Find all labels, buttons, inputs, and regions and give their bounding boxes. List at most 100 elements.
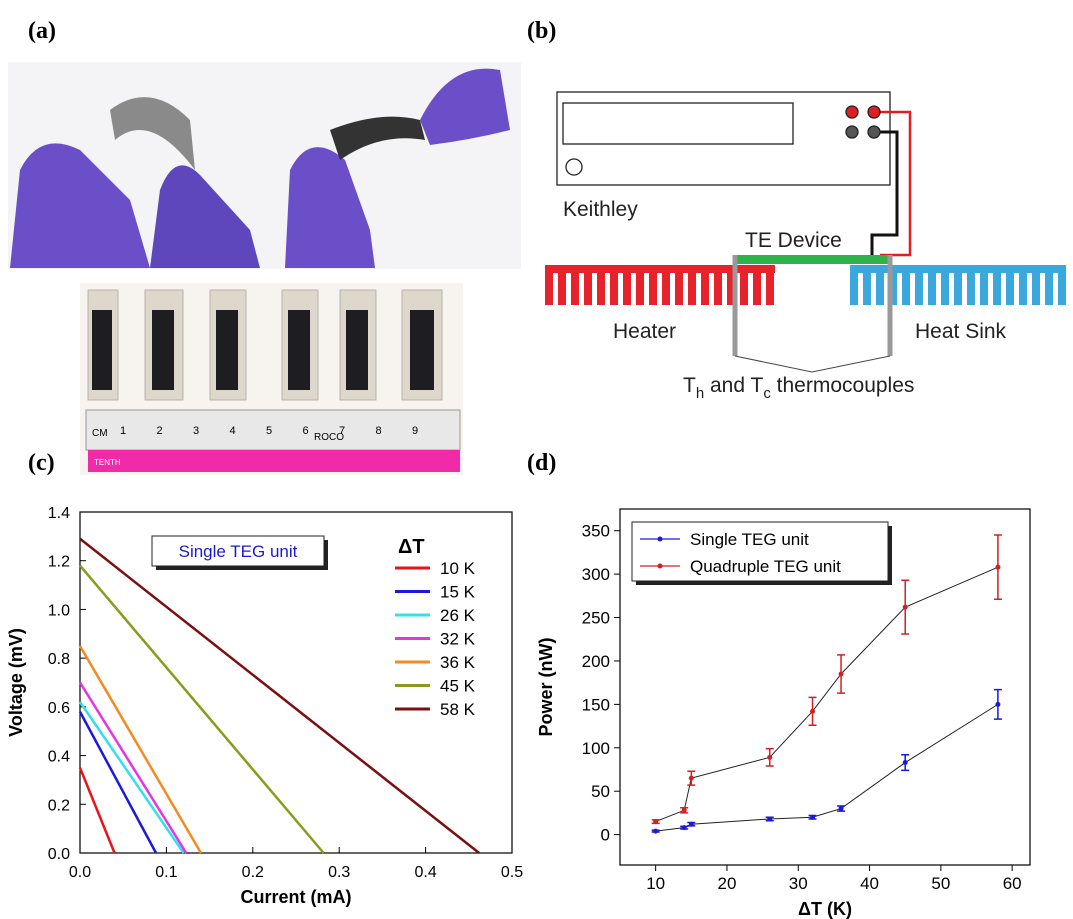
x-tick-label: 40 [860,874,879,893]
meter-label: Keithley [563,198,638,221]
thermo-lines [734,355,891,373]
thermo-part: c [763,385,771,402]
sink-fin [863,265,871,305]
data-point [653,828,659,834]
legend-title: ΔT [398,536,425,558]
ruler-label: TENTH [94,458,121,467]
x-tick-label: 50 [931,874,950,893]
heater-fin [766,265,774,305]
y-tick-label: 0 [601,826,610,845]
series-line [79,564,325,854]
data-point [995,701,1001,707]
ruler-number: 4 [230,425,236,437]
heater-fin [727,265,735,305]
legend-label: 10 K [440,559,476,578]
y-axis-label: Power (nW) [536,638,556,737]
legend-label: 58 K [440,700,476,719]
ruler-number: 8 [376,425,382,437]
series-line [78,645,203,854]
legend-marker [657,563,663,569]
ruler-number: 2 [157,425,163,437]
series-line [78,711,158,854]
y-tick-label: 200 [582,652,610,671]
heater-fin [636,265,644,305]
series-line [655,566,999,823]
data-point [838,806,844,812]
heater-fin [610,265,618,305]
thermo-part: and T [704,374,763,397]
heater-fin [714,265,722,305]
sink-fin [967,265,975,305]
sink-fin [850,265,858,305]
thermo-label: Th and Tc thermocouples [683,374,914,402]
data-point [767,816,773,822]
legend-box [631,521,889,582]
legend-marker [657,536,663,542]
data-point [838,671,844,677]
device-label: TE Device [745,229,842,252]
thermo-part: h [696,385,704,402]
heater-fin [662,265,670,305]
data-point [902,760,908,766]
heat-combs [545,265,1066,305]
sink-fin [928,265,936,305]
legend-label: Single TEG unit [690,530,809,549]
ruler-number: 6 [303,425,309,437]
heater-fin [649,265,657,305]
sink-fin [954,265,962,305]
heater-base [545,265,775,273]
y-tick-label: 0.4 [48,749,70,766]
annotation-box [151,535,325,567]
data-point [688,775,694,781]
panel-label: (c) [28,450,55,476]
y-tick-label: 1.0 [48,602,70,619]
data-point [767,754,773,760]
y-tick-label: 100 [582,739,610,758]
thermo-part: thermocouples [771,374,915,397]
sink-fin [993,265,1001,305]
series-line [655,703,999,832]
data-point [688,821,694,827]
x-tick-label: 20 [717,874,736,893]
ruler-number: 1 [120,425,126,437]
legend-label: 32 K [440,630,476,649]
sink-label: Heat Sink [915,320,1007,343]
sink-fin [889,265,897,305]
x-tick-label: 0.2 [242,864,264,881]
heater-fin [571,265,579,305]
x-axis-label: ΔT (K) [798,899,852,919]
data-point [681,807,687,813]
data-point [653,819,659,825]
legend-label: Quadruple TEG unit [690,557,841,576]
heater-fin [558,265,566,305]
x-tick-label: 30 [789,874,808,893]
x-tick-label: 0.5 [501,864,523,881]
ruler-brand: ROCO [314,432,344,443]
series-line [78,767,116,854]
y-tick-label: 0.0 [48,846,70,863]
heater-fin [753,265,761,305]
legend-label: 26 K [440,606,476,625]
data-point [902,604,908,610]
y-tick-label: 1.2 [48,554,70,571]
heater-fin [675,265,683,305]
sink-fin [1006,265,1014,305]
ruler-label: CM [92,428,108,439]
legend-label: 15 K [440,583,476,602]
series-line [78,681,188,854]
heater-fin [740,265,748,305]
heater-fin [688,265,696,305]
sink-fin [1045,265,1053,305]
y-tick-label: 0.8 [48,651,70,668]
y-tick-label: 50 [591,782,610,801]
panel-label: (a) [28,18,56,44]
y-tick-label: 250 [582,609,610,628]
data-point [681,825,687,831]
thermocouples [732,255,893,356]
data-point [995,564,1001,570]
x-axis-label: Current (mA) [241,887,352,907]
x-tick-label: 0.0 [69,864,91,881]
thermo-part: T [683,374,696,397]
x-tick-label: 0.3 [328,864,350,881]
